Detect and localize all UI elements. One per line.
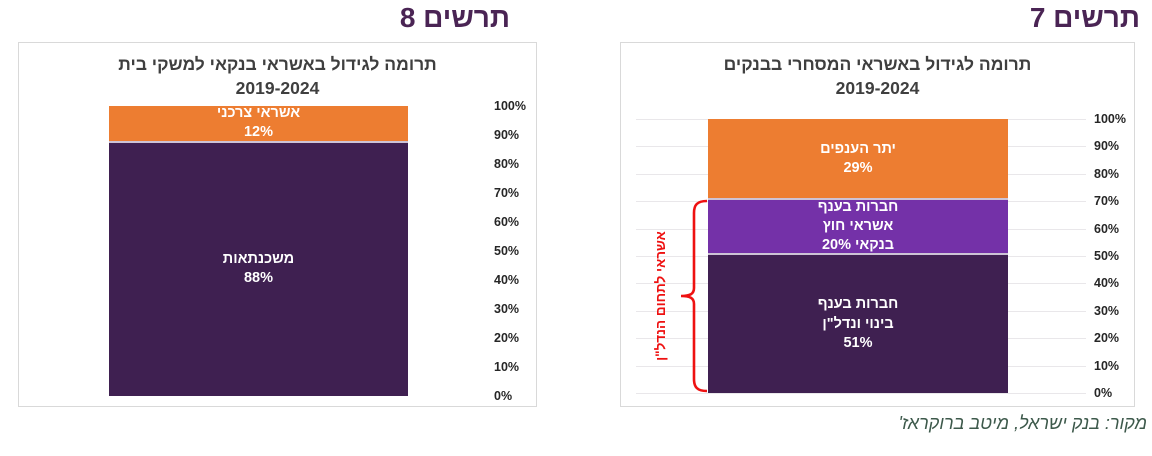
y-axis-ticks: 100% 90% 80% 70% 60% 50% 40% 30% 20% 10% 0% — [494, 99, 538, 403]
y-tick-label: 10% — [494, 360, 520, 374]
bar-segment-construction-real-estate: חברות בענף בינוי ונדל"ן 51% — [708, 253, 1008, 393]
y-tick-label: 70% — [1094, 194, 1120, 209]
bar-segment-label: חברות בענף — [817, 199, 899, 216]
y-tick-label: 100% — [1094, 112, 1126, 126]
y-tick-label: 60% — [1094, 221, 1120, 236]
y-tick-label: 80% — [494, 157, 520, 171]
chart8-title-line2: 2019-2024 — [235, 77, 320, 98]
y-axis-ticks: 100% 90% 80% 70% 60% 50% 40% 30% 20% 10% 0% — [1094, 112, 1138, 400]
y-tick-label: 40% — [1094, 276, 1120, 291]
chart7-title-line2: 2019-2024 — [835, 77, 920, 98]
y-tick-label: 70% — [494, 186, 520, 200]
y-tick-label: 50% — [494, 244, 520, 258]
y-tick-label: 50% — [1094, 249, 1120, 263]
chart8-plot-area: אשראי צרכני 12% משכנתאות 88% — [34, 106, 489, 396]
stacked-bar: יתר הענפים 29% חברות בענף אשראי חוץ בנקאי 20… — [708, 119, 1008, 393]
y-tick-label: 20% — [494, 331, 520, 345]
bar-segment-label: יתר הענפים — [820, 140, 896, 157]
chart7-card: תרומה לגידול באשראי המסחרי בבנקים 2019-2… — [620, 42, 1135, 407]
y-tick-label: 30% — [494, 302, 520, 316]
bar-segment-label: 12% — [243, 124, 274, 141]
bar-segment-label: אשראי צרכני — [216, 106, 301, 122]
y-tick-label: 80% — [1094, 166, 1120, 181]
bar-segment-label: חברות בענף — [817, 296, 899, 313]
chart8-heading: תרשים 8 — [399, 2, 510, 33]
bar-segment-label: בינוי ונדל"ן — [822, 315, 894, 332]
y-tick-label: 10% — [1094, 358, 1120, 373]
bar-segment-label: משכנתאות — [222, 251, 295, 268]
y-tick-label: 0% — [494, 389, 513, 403]
bar-segment-other-sectors: יתר הענפים 29% — [708, 119, 1008, 199]
chart7-title-line1: תרומה לגידול באשראי המסחרי בבנקים — [723, 54, 1032, 74]
y-tick-label: 60% — [494, 215, 520, 229]
bar-segment-label: 29% — [843, 159, 873, 176]
chart7-plot-area: יתר הענפים 29% חברות בענף אשראי חוץ בנקאי 20… — [636, 119, 1086, 394]
y-tick-label: 40% — [494, 273, 520, 287]
stacked-bar: אשראי צרכני 12% משכנתאות 88% — [109, 106, 408, 396]
chart8-title: תרומה לגידול באשראי בנקאי למשקי בית 2019… — [19, 53, 536, 100]
y-tick-label: 90% — [1094, 139, 1120, 154]
bar-segment-label: אשראי חוץ — [822, 218, 894, 235]
bar-segment-consumer-credit: אשראי צרכני 12% — [109, 106, 408, 141]
y-tick-label: 30% — [1094, 303, 1120, 318]
chart8-title-line1: תרומה לגידול באשראי בנקאי למשקי בית — [118, 54, 437, 74]
bar-segment-mortgages: משכנתאות 88% — [109, 140, 408, 396]
bar-segment-label: 88% — [243, 270, 274, 287]
y-tick-label: 90% — [494, 128, 520, 142]
bar-segment-label: בנקאי 20% — [821, 237, 895, 254]
chart7-title: תרומה לגידול באשראי המסחרי בבנקים 2019-2… — [621, 53, 1134, 100]
y-tick-label: 100% — [494, 99, 526, 113]
chart7-heading: תרשים 7 — [1029, 2, 1140, 33]
gridline — [636, 393, 1086, 394]
bar-segment-label: 51% — [843, 334, 873, 351]
y-tick-label: 0% — [1094, 386, 1113, 400]
source-note: מקור: בנק ישראל, מיטב ברוקראז' — [898, 413, 1147, 433]
chart8-card: תרומה לגידול באשראי בנקאי למשקי בית 2019… — [18, 42, 537, 407]
y-tick-label: 20% — [1094, 331, 1120, 346]
bar-segment-non-bank-credit: חברות בענף אשראי חוץ בנקאי 20% — [708, 198, 1008, 254]
